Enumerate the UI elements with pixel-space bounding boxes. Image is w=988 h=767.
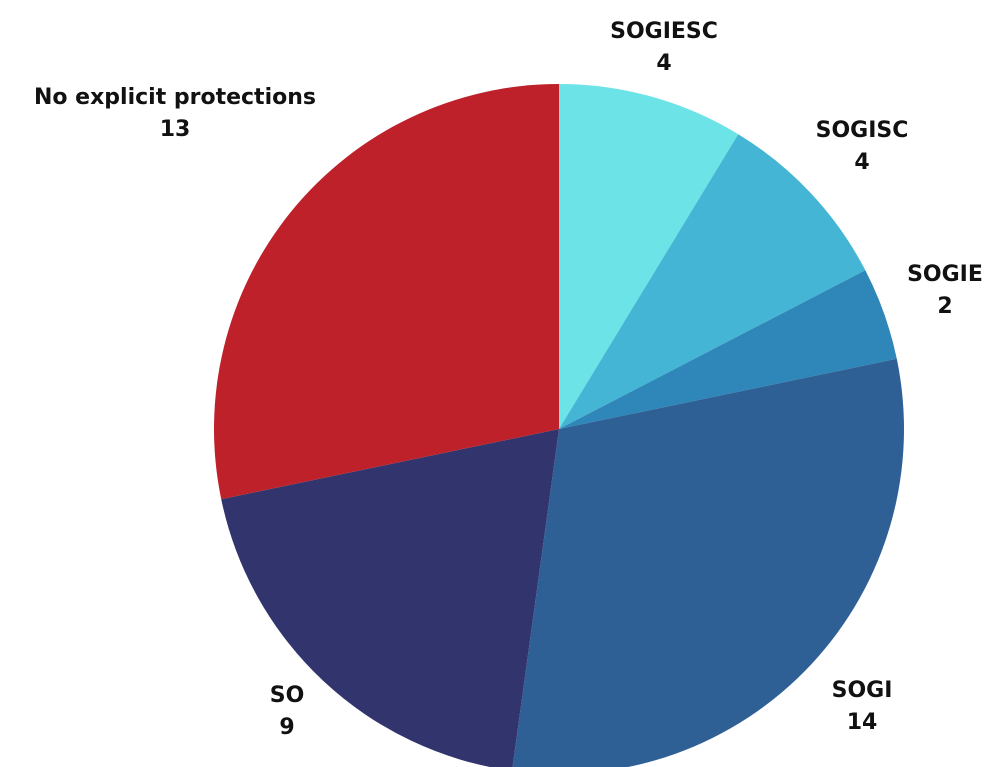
slice-value: 9	[279, 715, 294, 740]
slice-label: SOGI	[832, 678, 893, 703]
pie-slices	[214, 84, 904, 767]
slice-label: SO	[270, 683, 305, 708]
slice-value: 13	[160, 117, 191, 142]
pie-slice-sogi	[512, 358, 904, 767]
slice-label: SOGISC	[816, 118, 909, 143]
pie-slice-sogie	[559, 270, 897, 429]
slice-value: 4	[656, 51, 671, 76]
pie-slice-no-explicit-protections	[214, 84, 559, 500]
slice-value: 4	[854, 150, 869, 175]
slice-value: 2	[937, 294, 952, 319]
slice-label: No explicit protections	[34, 85, 316, 110]
slice-label: SOGIESC	[610, 19, 718, 44]
pie-slice-so	[221, 429, 559, 767]
slice-label: SOGIE	[907, 262, 983, 287]
slice-value: 14	[847, 710, 878, 735]
pie-slice-sogisc	[559, 134, 866, 430]
pie-labels: SOGIESC 4 SOGISC 4 SOGIE 2 SOGI 14 SO 9 No explici…	[34, 19, 983, 740]
pie-slice-sogiesc	[559, 84, 739, 429]
